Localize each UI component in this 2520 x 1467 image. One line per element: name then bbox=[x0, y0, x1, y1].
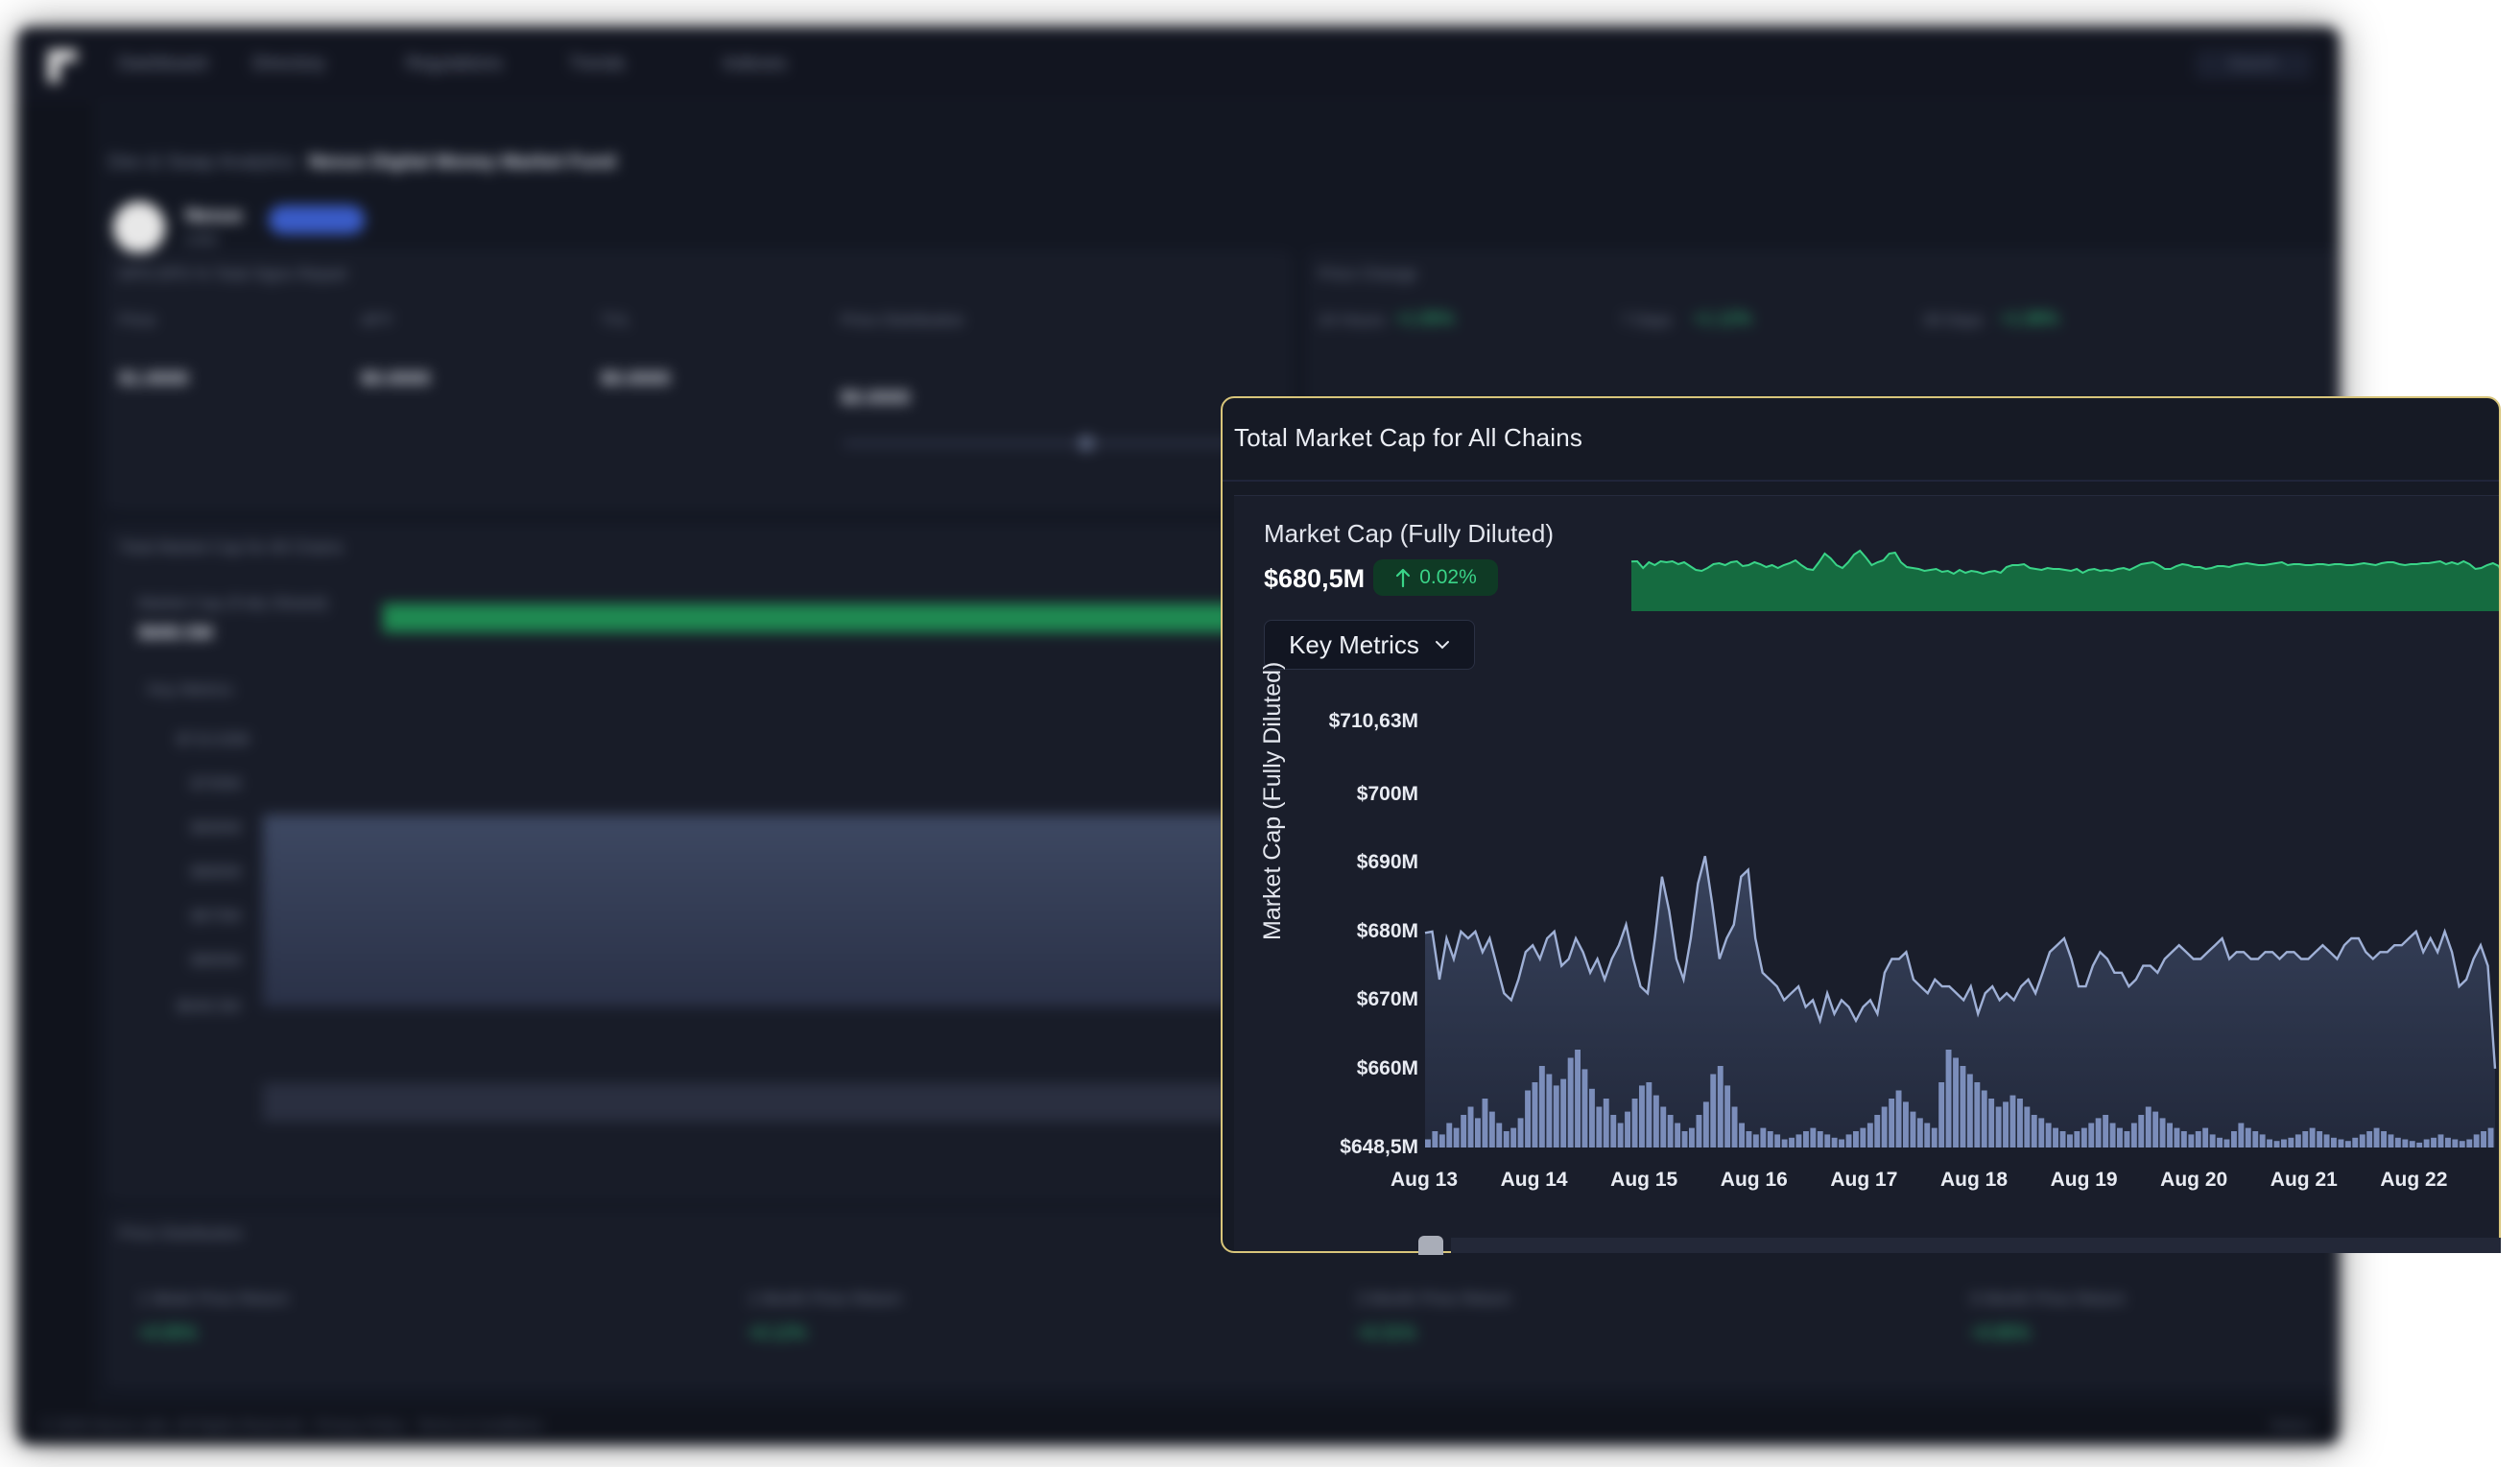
x-tick-label: Aug 15 bbox=[1610, 1169, 1678, 1191]
chain-chips[interactable] bbox=[269, 205, 365, 234]
sparkline-line bbox=[1631, 549, 2499, 576]
background-y-tick: $690M bbox=[191, 818, 241, 837]
sidebar bbox=[17, 104, 97, 1445]
distribution-value: +0.12% bbox=[748, 1323, 807, 1342]
stat-label: Price Distribution bbox=[841, 311, 964, 329]
y-tick-label: $670M bbox=[1356, 988, 1418, 1011]
divider bbox=[1223, 480, 2499, 482]
footer-text: © 2025 Nexus Labs. All Rights Reserved ·… bbox=[42, 1417, 542, 1433]
price-change-title: Price Change bbox=[1319, 265, 1418, 283]
stats-panel: DPS DPS % Total Signs Repart Price APY T… bbox=[108, 252, 1291, 509]
market-cap-value: $680,5M bbox=[1264, 564, 1366, 593]
x-tick-label: Aug 14 bbox=[1500, 1169, 1568, 1191]
x-tick-label: Aug 13 bbox=[1390, 1169, 1459, 1191]
y-tick-label: $660M bbox=[1356, 1056, 1418, 1079]
breadcrumb-parent[interactable]: Dex & Swap Analytics bbox=[108, 152, 296, 173]
price-change-value: +1.08% bbox=[2000, 309, 2059, 328]
price-change-value: +1.12% bbox=[1693, 309, 1752, 328]
background-y-tick: $680M bbox=[191, 863, 241, 881]
background-marketcap-label: Market Cap (Fully Diluted) bbox=[138, 594, 328, 612]
market-cap-change-value: 0.02% bbox=[1419, 566, 1477, 588]
distribution-slider[interactable] bbox=[844, 441, 1266, 445]
background-y-tick: $710.63M bbox=[177, 730, 250, 748]
breadcrumb-current: Nexus Digital Money Market Fund bbox=[308, 152, 616, 173]
search-input[interactable]: Search bbox=[2196, 50, 2311, 79]
stat-label: APY bbox=[361, 311, 394, 329]
y-tick-label: $710,63M bbox=[1328, 710, 1418, 732]
price-change-label: 30 Days bbox=[1923, 311, 1984, 329]
nav-indexes[interactable]: Indexes bbox=[723, 54, 787, 74]
background-sparkline bbox=[383, 603, 1352, 632]
background-y-tick: $670M bbox=[191, 907, 241, 925]
distribution-label: 6 Month Price Return bbox=[1971, 1290, 2126, 1308]
background-range-selector[interactable] bbox=[263, 1083, 1357, 1122]
background-y-tick: $660M bbox=[191, 951, 241, 969]
market-cap-label: Market Cap (Fully Diluted) bbox=[1264, 519, 1554, 548]
stats-title: DPS DPS % Total Signs Repart bbox=[119, 265, 347, 283]
y-tick-label: $680M bbox=[1356, 919, 1418, 942]
background-marketcap-value: $680.5M bbox=[138, 623, 213, 644]
footer: © 2025 Nexus Labs. All Rights Reserved ·… bbox=[17, 1407, 2340, 1445]
nav-regulations[interactable]: Regulations bbox=[406, 54, 503, 74]
x-tick-label: Aug 20 bbox=[2160, 1169, 2228, 1191]
stat-value: $0.0000 bbox=[601, 368, 671, 390]
distribution-slider-handle[interactable] bbox=[1079, 436, 1094, 451]
distribution-title: Price Distribution bbox=[119, 1224, 243, 1242]
market-cap-sparkline bbox=[1631, 549, 2499, 611]
y-tick-label: $700M bbox=[1356, 782, 1418, 805]
background-chart-area bbox=[263, 815, 1357, 1006]
token-symbol: USD bbox=[185, 232, 218, 248]
x-tick-label: Aug 16 bbox=[1720, 1169, 1788, 1191]
card-title: Total Market Cap for All Chains bbox=[1234, 423, 1583, 452]
y-axis-title: Market Cap (Fully Diluted) bbox=[1259, 661, 1286, 940]
stat-value: $1.0000 bbox=[119, 368, 189, 390]
background-y-tick: $648.5M bbox=[177, 997, 241, 1015]
range-selector-track[interactable] bbox=[1451, 1238, 2501, 1253]
stat-value: $0.0000 bbox=[361, 368, 431, 390]
x-tick-label: Aug 17 bbox=[1830, 1169, 1898, 1191]
token-logo bbox=[113, 201, 165, 253]
nav-directory[interactable]: Directory bbox=[252, 54, 326, 74]
app-logo bbox=[48, 50, 77, 83]
range-selector-handle[interactable] bbox=[1418, 1236, 1443, 1255]
distribution-label: 1 Month Price Return bbox=[748, 1290, 902, 1308]
x-tick-label: Aug 21 bbox=[2270, 1169, 2338, 1191]
price-change-value: +1.05% bbox=[1395, 309, 1455, 328]
footer-status[interactable]: Status bbox=[2270, 1417, 2311, 1433]
x-tick-label: Aug 19 bbox=[2050, 1169, 2118, 1191]
background-chart-title: Total Market Cap for All Chains bbox=[119, 538, 344, 556]
distribution-value: +0.85% bbox=[1971, 1323, 2031, 1342]
token-name: Nexus bbox=[185, 205, 244, 226]
chevron-down-icon bbox=[1435, 641, 1449, 650]
breadcrumb: Dex & Swap Analytics Nexus Digital Money … bbox=[108, 152, 616, 174]
distribution-value: +0.31% bbox=[1357, 1323, 1416, 1342]
x-tick-label: Aug 22 bbox=[2380, 1169, 2448, 1191]
distribution-label: 1 Week Price Return bbox=[138, 1290, 289, 1308]
nav-dashboard[interactable]: Dashboard bbox=[118, 54, 207, 74]
distribution-label: 3 Month Price Return bbox=[1357, 1290, 1511, 1308]
y-tick-label: $690M bbox=[1356, 851, 1418, 874]
key-metrics-label: Key Metrics bbox=[1289, 629, 1419, 659]
background-y-tick: $700M bbox=[191, 774, 241, 793]
stat-label: TVL bbox=[601, 311, 631, 329]
market-cap-card: Total Market Cap for All Chains Market C… bbox=[1221, 396, 2501, 1253]
sparkline-area bbox=[1631, 551, 2499, 611]
background-key-metrics[interactable]: Key Metrics bbox=[148, 680, 233, 698]
price-change-label: 24 Hours bbox=[1319, 311, 1385, 329]
stat-value: $0.0000 bbox=[841, 388, 911, 409]
stat-label: Price bbox=[119, 311, 156, 329]
key-metrics-dropdown[interactable]: Key Metrics bbox=[1264, 620, 1475, 670]
distribution-value: +0.05% bbox=[138, 1323, 198, 1342]
nav-trends[interactable]: Trends bbox=[569, 54, 626, 74]
top-navigation-bar: Dashboard Directory Regulations Trends I… bbox=[17, 27, 2340, 105]
market-cap-change-badge: 0.02% bbox=[1373, 559, 1498, 596]
price-change-label: 7 Days bbox=[1621, 311, 1672, 329]
x-tick-label: Aug 18 bbox=[1939, 1169, 2009, 1191]
y-tick-label: $648,5M bbox=[1340, 1136, 1418, 1158]
arrow-up-icon bbox=[1396, 568, 1411, 588]
